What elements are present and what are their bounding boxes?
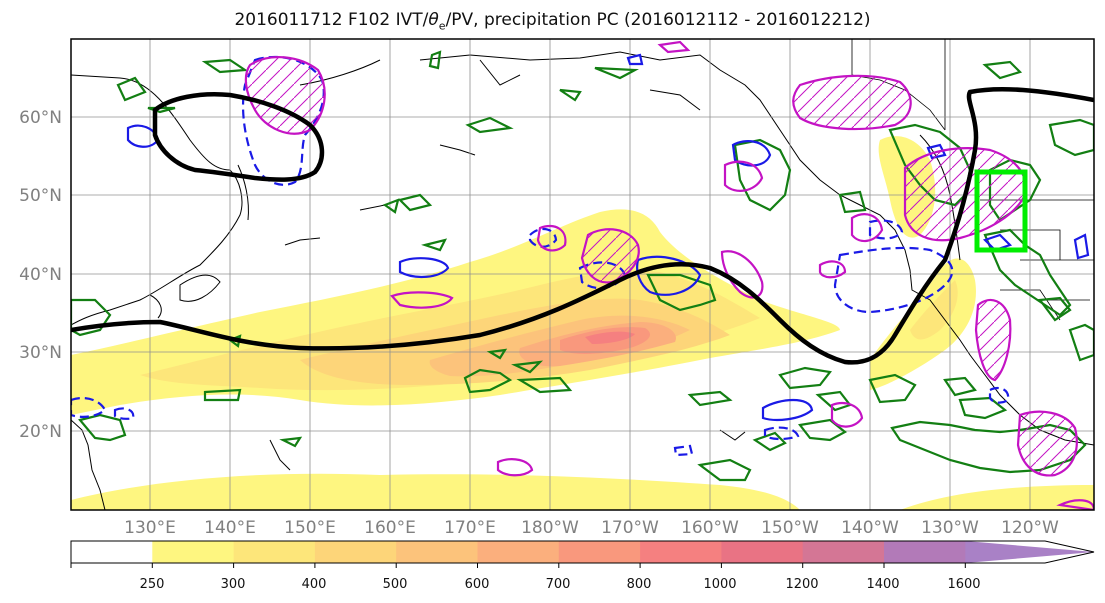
lat-label-30: 30°N — [19, 343, 62, 363]
map-frame — [70, 38, 1095, 511]
map-plot-area — [71, 39, 1094, 510]
lon-label-130e: 130°E — [124, 518, 176, 538]
black-contours — [71, 86, 1094, 365]
colorbar-segment — [802, 541, 885, 563]
region-box — [974, 169, 1028, 253]
colorbar-segment — [233, 541, 316, 563]
cb-label-1200: 1200 — [785, 577, 818, 592]
cb-label-400: 400 — [302, 577, 327, 592]
cb-label-500: 500 — [383, 577, 408, 592]
lon-label-170w: 170°W — [601, 518, 659, 538]
colorbar: 250 300 400 500 600 700 800 1000 1200 14… — [70, 540, 1095, 592]
lat-label-50: 50°N — [19, 186, 62, 206]
lon-label-150w: 150°W — [761, 518, 819, 538]
lon-label-130w: 130°W — [921, 518, 979, 538]
lat-label-20: 20°N — [19, 422, 62, 442]
ivt-shading — [71, 136, 1094, 510]
cb-label-600: 600 — [465, 577, 490, 592]
cb-label-1000: 1000 — [703, 577, 736, 592]
lat-label-40: 40°N — [19, 265, 62, 285]
lat-labels: 60°N 50°N 40°N 30°N 20°N — [19, 108, 62, 442]
cb-label-700: 700 — [546, 577, 571, 592]
colorbar-segment — [314, 541, 397, 563]
cb-label-1600: 1600 — [947, 577, 980, 592]
cb-label-800: 800 — [627, 577, 652, 592]
cb-label-250: 250 — [140, 577, 165, 592]
lon-label-140e: 140°E — [204, 518, 256, 538]
lon-label-180w: 180°W — [521, 518, 579, 538]
colorbar-segment — [884, 541, 966, 563]
lon-labels: 130°E 140°E 150°E 160°E 170°E 180°W 170°… — [124, 518, 1059, 538]
cb-label-1400: 1400 — [866, 577, 899, 592]
lon-label-160w: 160°W — [681, 518, 739, 538]
figure-title: 2016011712 F102 IVT/θe/PV, precipitation… — [234, 10, 871, 33]
colorbar-outline — [70, 540, 1095, 564]
colorbar-segment — [477, 541, 560, 563]
graticule — [71, 39, 1094, 510]
colorbar-segment — [640, 541, 722, 563]
colorbar-segments — [71, 541, 1094, 563]
colorbar-segment — [721, 541, 804, 563]
lon-label-150e: 150°E — [284, 518, 336, 538]
lon-label-140w: 140°W — [841, 518, 899, 538]
colorbar-segment — [965, 541, 1094, 563]
lon-label-120w: 120°W — [1001, 518, 1059, 538]
lon-label-160e: 160°E — [364, 518, 416, 538]
cb-label-300: 300 — [221, 577, 246, 592]
blue-contours — [126, 53, 1090, 421]
lon-label-170e: 170°E — [444, 518, 496, 538]
colorbar-segment — [71, 541, 153, 563]
colorbar-segment — [396, 541, 479, 563]
lat-label-60: 60°N — [19, 108, 62, 128]
colorbar-tick-labels: 250 300 400 500 600 700 800 1000 1200 14… — [140, 577, 981, 592]
colorbar-ticks — [70, 563, 966, 568]
colorbar-segment — [558, 541, 641, 563]
colorbar-segment — [152, 541, 235, 563]
